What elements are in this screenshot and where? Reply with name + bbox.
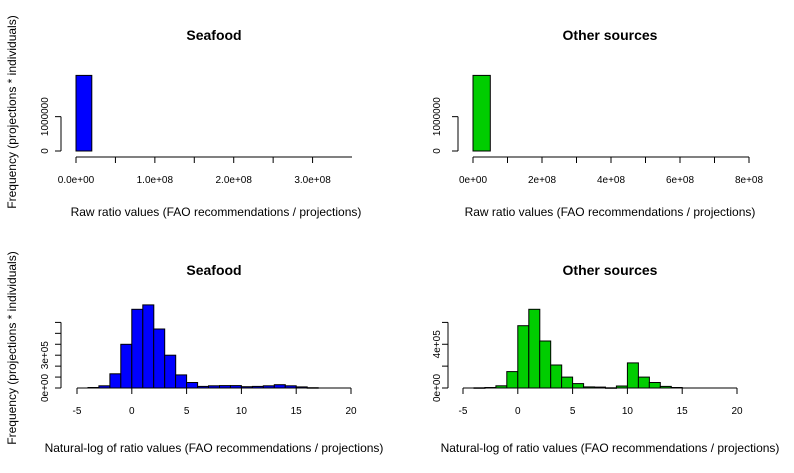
histogram-bars [472,74,491,152]
y-tick-label: 0e+00 [432,374,443,403]
histogram-bar [517,325,530,389]
x-tick-label: 5 [570,406,576,417]
x-tick-label: 0e+00 [459,175,488,186]
x-tick-label: 3.0e+08 [294,175,331,186]
x-axis-label: Raw ratio values (FAO recommendations / … [71,205,362,219]
x-tick-label: -5 [459,406,468,417]
y-axis-label-bottom: Frequency (projections * individuals) [5,251,19,444]
panel-title: Other sources [563,27,658,43]
panel-title: Seafood [186,262,241,278]
y-tick-label: 3e+05 [40,341,51,370]
x-tick-label: 5 [184,406,190,417]
axes: 0.0e+00 1.0e+08 2.0e+08 3.0e+08 0 1000000 [40,97,352,186]
x-tick-label: 1.0e+08 [137,175,174,186]
histogram-bar [164,354,177,389]
histogram-bar [528,308,541,389]
histogram-bar [648,382,661,389]
panel-seafood-log: Seafood Natural-log of ratio values (FAO… [40,262,383,455]
x-tick-label: 8e+08 [735,175,764,186]
axes: -5 0 5 10 15 20 0e+00 3e+05 [40,321,357,417]
x-tick-label: 15 [677,406,689,417]
histogram-bar [572,383,585,389]
histogram-bar [120,343,133,389]
histogram-bar [550,364,563,389]
histogram-bars [75,74,93,152]
histogram-bar [109,373,122,389]
panel-other-raw: Other sources Raw ratio values (FAO reco… [432,27,763,219]
histogram-bar [131,308,144,389]
x-tick-label: 6e+08 [666,175,695,186]
axes: -5 0 5 10 15 20 0e+00 4e+05 [432,321,743,417]
x-tick-label: 2e+08 [528,175,557,186]
x-tick-label: 0 [515,406,521,417]
x-tick-label: -5 [73,406,82,417]
x-tick-label: 10 [236,406,248,417]
y-tick-label: 0 [432,148,443,154]
axes: 0e+00 2e+08 4e+08 6e+08 8e+08 0 1000000 [432,97,763,186]
y-tick-label: 1000000 [432,97,443,136]
x-tick-label: 0 [129,406,135,417]
panel-seafood-raw: Seafood Raw ratio values (FAO recommenda… [40,27,361,219]
histogram-bar [75,74,93,152]
x-tick-label: 15 [291,406,303,417]
x-axis-label: Natural-log of ratio values (FAO recomme… [441,441,780,455]
y-tick-label: 0e+00 [40,374,51,403]
histogram-bar [637,376,650,389]
panel-other-log: Other sources Natural-log of ratio value… [432,262,779,455]
x-axis-label: Raw ratio values (FAO recommendations / … [465,205,756,219]
histogram-bar [506,371,519,389]
y-tick-label: 0 [40,148,51,154]
histogram-bar [539,340,552,389]
x-tick-label: 20 [731,406,743,417]
histogram-bar [472,74,491,152]
x-tick-label: 2.0e+08 [215,175,252,186]
y-tick-label: 4e+05 [432,330,443,359]
histogram-bar [626,362,639,389]
x-tick-label: 4e+08 [597,175,626,186]
y-tick-label: 1000000 [40,97,51,136]
x-tick-label: 20 [345,406,357,417]
histogram-bar [561,376,574,389]
y-axis-label-top: Frequency (projections * individuals) [5,15,19,208]
histogram-bar [153,328,166,389]
panel-title: Other sources [563,262,658,278]
histogram-bar [186,382,199,389]
x-tick-label: 10 [622,406,634,417]
panel-title: Seafood [186,27,241,43]
x-tick-label: 0.0e+00 [58,175,95,186]
histogram-bar [175,374,188,389]
x-axis-label: Natural-log of ratio values (FAO recomme… [45,441,384,455]
histogram-bar [142,304,155,389]
